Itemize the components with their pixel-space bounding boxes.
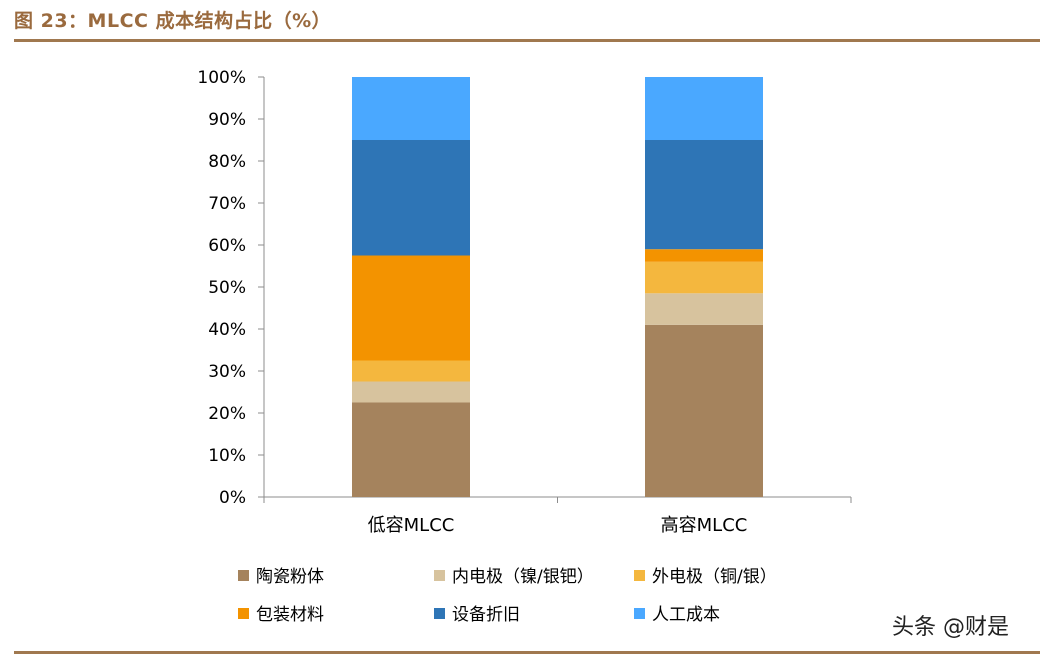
y-axis: 0% 10% 20% 30% 40% 50% 60% 70% 80% 90% 100% xyxy=(197,68,265,508)
header-divider xyxy=(14,39,1040,42)
bar-segment xyxy=(645,293,763,325)
bar-group xyxy=(352,77,763,497)
y-tick-label: 40% xyxy=(208,320,246,340)
legend-label: 陶瓷粉体 xyxy=(256,567,324,587)
bar-segment xyxy=(645,261,763,294)
bar-segment xyxy=(645,140,763,250)
x-tick-label: 高容MLCC xyxy=(661,515,748,536)
y-tick-label: 60% xyxy=(208,236,246,256)
legend-swatch xyxy=(634,570,645,581)
y-tick-label: 80% xyxy=(208,152,246,172)
y-tick-label: 30% xyxy=(208,362,246,382)
x-tick-label: 低容MLCC xyxy=(368,515,455,536)
y-tick-label: 50% xyxy=(208,278,246,298)
y-tick-label: 90% xyxy=(208,110,246,130)
legend-label: 设备折旧 xyxy=(452,605,520,625)
y-tick-label: 100% xyxy=(197,68,246,88)
legend-swatch xyxy=(238,570,249,581)
bar-segment xyxy=(645,324,763,497)
page-title: 图 23：MLCC 成本结构占比（%） xyxy=(14,10,332,32)
legend-label: 包装材料 xyxy=(256,605,324,625)
bar-segment xyxy=(352,381,470,403)
legend-swatch xyxy=(238,608,249,619)
footer-divider xyxy=(14,651,1040,654)
bar-segment xyxy=(352,140,470,256)
bar-segment xyxy=(645,77,763,140)
bar-segment xyxy=(352,402,470,497)
legend-label: 内电极（镍/银钯） xyxy=(452,567,594,587)
y-tick-label: 10% xyxy=(208,446,246,466)
y-tick-label: 70% xyxy=(208,194,246,214)
legend-swatch xyxy=(634,608,645,619)
bar-segment xyxy=(645,249,763,262)
legend-label: 外电极（铜/银） xyxy=(652,567,777,587)
bar-segment xyxy=(352,360,470,382)
y-tick-label: 0% xyxy=(219,488,246,508)
bar-segment xyxy=(352,77,470,140)
bar-segment xyxy=(352,255,470,361)
legend: 陶瓷粉体 内电极（镍/银钯） 外电极（铜/银） 包装材料 设备折旧 人工成本 xyxy=(238,567,777,625)
legend-label: 人工成本 xyxy=(652,605,720,625)
x-axis: 低容MLCC 高容MLCC xyxy=(263,496,852,536)
y-tick-label: 20% xyxy=(208,404,246,424)
legend-swatch xyxy=(434,608,445,619)
legend-swatch xyxy=(434,570,445,581)
watermark: 头条 @财是 xyxy=(892,615,1009,640)
